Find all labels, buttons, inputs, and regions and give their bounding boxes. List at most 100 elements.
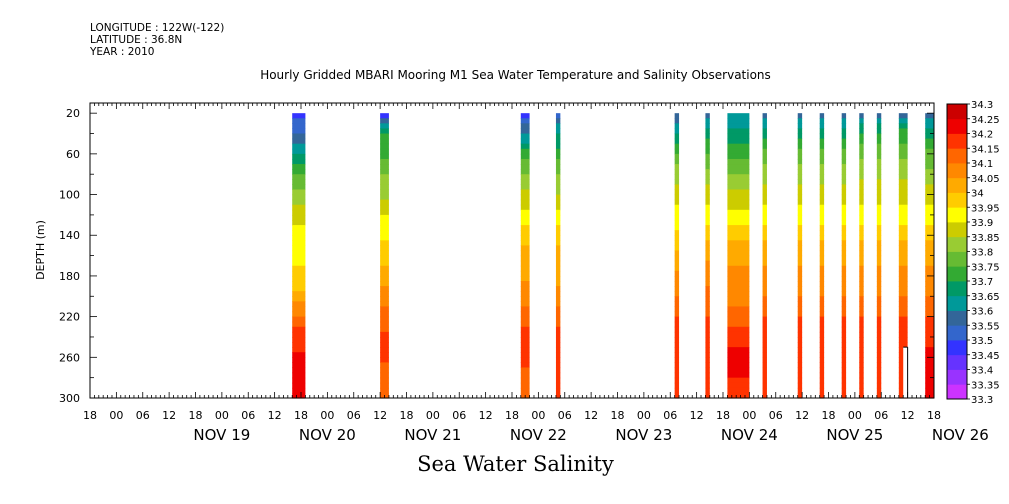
x-day-label: NOV 20	[299, 426, 356, 444]
salinity-cell	[674, 123, 680, 130]
salinity-cell	[898, 387, 908, 394]
salinity-cell	[727, 311, 750, 318]
salinity-cell	[859, 138, 864, 145]
salinity-cell	[292, 326, 306, 333]
salinity-cell	[819, 316, 825, 323]
salinity-cell	[925, 164, 934, 170]
salinity-cell	[876, 286, 882, 292]
salinity-cell	[292, 245, 306, 252]
salinity-cell	[520, 230, 530, 236]
salinity-cell	[876, 199, 882, 206]
salinity-cell	[898, 138, 908, 145]
salinity-cell	[555, 281, 561, 287]
salinity-cell	[898, 342, 908, 348]
salinity-cell	[674, 270, 680, 277]
salinity-cell	[925, 291, 934, 297]
salinity-cell	[925, 342, 934, 348]
salinity-cell	[292, 174, 306, 180]
salinity-cell	[762, 336, 767, 343]
salinity-cell	[762, 138, 767, 145]
salinity-cell	[859, 306, 864, 313]
salinity-cell	[925, 260, 934, 267]
x-tick-label: 12	[901, 409, 915, 422]
salinity-cell	[819, 189, 825, 196]
y-axis: 20 60 100 140 180 220 260 300	[59, 107, 934, 405]
salinity-cell	[674, 209, 680, 216]
salinity-cell	[762, 204, 767, 211]
salinity-cell	[727, 199, 750, 206]
salinity-cell	[898, 225, 908, 231]
salinity-cell	[520, 326, 530, 333]
salinity-cell	[727, 347, 750, 353]
salinity-cell	[727, 240, 750, 247]
salinity-cell	[555, 301, 561, 308]
salinity-cell	[859, 286, 864, 292]
salinity-cell	[292, 347, 306, 353]
salinity-cell	[876, 296, 882, 302]
salinity-cell	[797, 265, 803, 272]
salinity-cell	[797, 179, 803, 185]
salinity-cell	[705, 265, 710, 272]
salinity-cell	[380, 235, 389, 241]
salinity-cell	[841, 342, 847, 348]
salinity-cell	[841, 169, 847, 175]
salinity-cell	[727, 148, 750, 155]
salinity-cell	[925, 286, 934, 292]
salinity-cell	[727, 291, 750, 297]
salinity-cell	[762, 164, 767, 170]
salinity-cell	[859, 362, 864, 369]
salinity-cell	[876, 235, 882, 241]
x-tick-label: 00	[320, 409, 334, 422]
salinity-cell	[380, 169, 389, 175]
salinity-cell	[876, 189, 882, 196]
salinity-cell	[380, 362, 389, 369]
salinity-cell	[898, 270, 908, 277]
salinity-cell	[876, 148, 882, 155]
salinity-cell	[380, 214, 389, 221]
x-day-label: NOV 25	[826, 426, 883, 444]
salinity-cell	[520, 362, 530, 369]
observation-bar	[705, 113, 710, 399]
salinity-cell	[898, 250, 908, 257]
salinity-cell	[898, 336, 908, 343]
salinity-cell	[674, 128, 680, 135]
salinity-cell	[819, 128, 825, 135]
salinity-cell	[674, 321, 680, 328]
salinity-cell	[797, 199, 803, 206]
salinity-cell	[762, 169, 767, 175]
salinity-cell	[859, 204, 864, 211]
salinity-cell	[898, 281, 908, 287]
salinity-cell	[292, 311, 306, 318]
salinity-cell	[925, 209, 934, 216]
salinity-cell	[841, 286, 847, 292]
salinity-cell	[674, 291, 680, 297]
salinity-cell	[674, 214, 680, 221]
salinity-cell	[292, 123, 306, 130]
salinity-cell	[762, 382, 767, 389]
salinity-cell	[819, 301, 825, 308]
salinity-cell	[925, 153, 934, 160]
salinity-cell	[876, 153, 882, 160]
salinity-cell	[727, 357, 750, 363]
colorbar-swatch	[947, 354, 967, 370]
x-tick-label: 06	[769, 409, 783, 422]
salinity-cell	[380, 291, 389, 297]
observation-bar	[841, 113, 847, 399]
salinity-cell	[841, 377, 847, 384]
salinity-cell	[380, 179, 389, 185]
salinity-cell	[898, 245, 908, 252]
salinity-cell	[555, 133, 561, 140]
salinity-cell	[925, 301, 934, 308]
colorbar-label: 33.95	[971, 203, 1000, 214]
salinity-cell	[520, 184, 530, 191]
salinity-cell	[705, 382, 710, 389]
salinity-cell	[705, 164, 710, 170]
salinity-cell	[797, 311, 803, 318]
salinity-cell	[727, 164, 750, 170]
salinity-cell	[705, 275, 710, 282]
salinity-cell	[819, 270, 825, 277]
salinity-cell	[841, 113, 847, 119]
salinity-cell	[819, 174, 825, 180]
y-tick-label: 140	[59, 229, 80, 242]
salinity-cell	[727, 296, 750, 302]
